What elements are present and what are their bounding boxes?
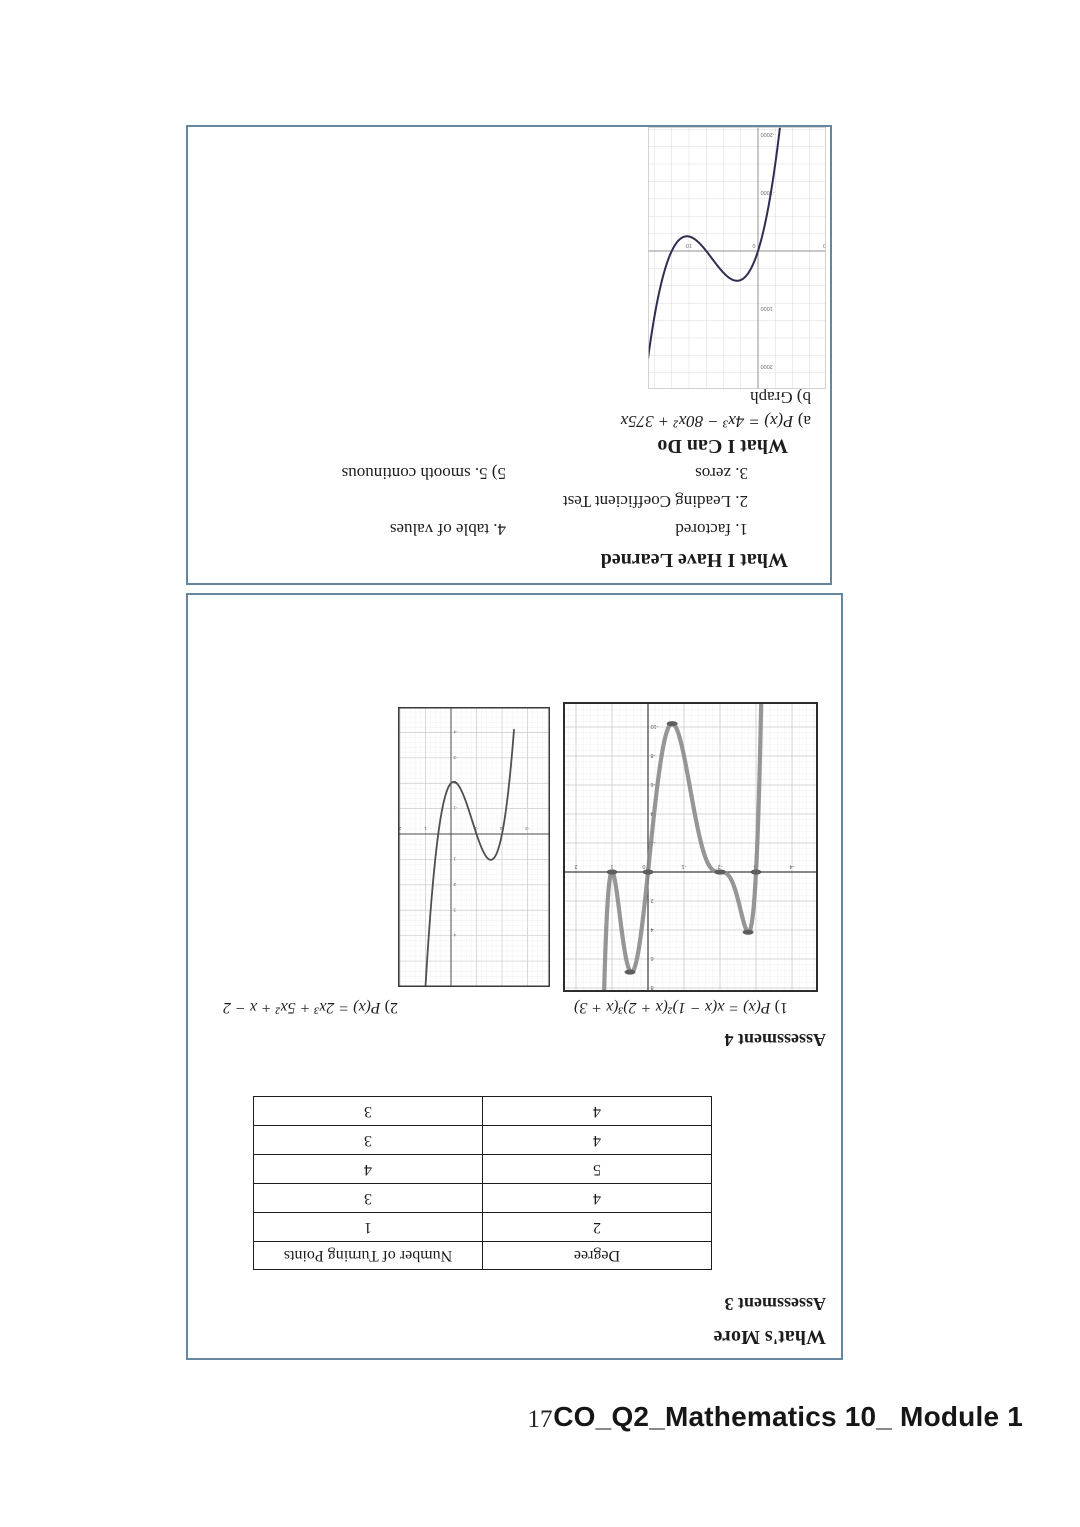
cell-degree: 4 (482, 1183, 712, 1213)
cell-degree: 5 (482, 1154, 712, 1184)
cell-turning: 3 (253, 1096, 483, 1126)
caption-equation-2: 2) P(x) = 2x³ + 5x² + x − 2 (223, 998, 398, 1016)
table-row: 4 3 (253, 1096, 712, 1126)
svg-text:10: 10 (686, 242, 692, 248)
svg-text:-2: -2 (718, 863, 723, 869)
caption-equation-1: 1) P(x) = x(x − 1)²(x + 2)³(x + 3) (574, 998, 788, 1016)
cell-degree: 4 (482, 1125, 712, 1155)
svg-text:-4: -4 (453, 728, 458, 734)
svg-text:2: 2 (453, 881, 456, 887)
svg-text:1000: 1000 (761, 305, 773, 311)
table-header-turning-points: Number of Turning Points (253, 1241, 483, 1270)
cell-degree: 4 (482, 1096, 712, 1126)
svg-text:1: 1 (453, 855, 456, 861)
learned-item-2: 2. Leading Coefficient Test (562, 492, 748, 511)
svg-text:-6: -6 (651, 781, 656, 787)
line-b-prefix: b) (796, 388, 811, 407)
svg-text:-3: -3 (453, 754, 458, 760)
table-row: 2 1 (253, 1212, 712, 1242)
cell-turning: 1 (253, 1212, 483, 1242)
caption-1-number: 1) (774, 999, 788, 1016)
caption-2-number: 2) (384, 999, 398, 1016)
assessment-4-heading: Assessment 4 (724, 1030, 827, 1050)
table-header-degree: Degree (482, 1241, 712, 1270)
turning-points-table: Degree Number of Turning Points 2 1 4 3 … (253, 1096, 712, 1270)
svg-text:2: 2 (574, 863, 577, 869)
svg-text:-1: -1 (474, 825, 479, 831)
svg-text:-3: -3 (525, 825, 530, 831)
svg-text:-8: -8 (651, 752, 656, 758)
learned-item-4: 4. table of values (389, 520, 506, 539)
svg-text:2: 2 (651, 897, 654, 903)
learned-item-5: 5) 5. smooth continuous (341, 464, 506, 483)
learned-item-3: 3. zeros (695, 464, 748, 483)
svg-text:0: 0 (642, 863, 645, 869)
whats-more-heading: What's More (713, 1326, 826, 1348)
graph-cubic-large: -10 0 10 2000 1000 -1000 -2000 (648, 127, 826, 389)
caption-1-math: P(x) = x(x − 1)²(x + 2)³(x + 3) (573, 999, 771, 1016)
can-do-heading: What I Can Do (657, 435, 788, 457)
can-do-line-a: a) P(x) = 4x³ − 80x² + 375x (621, 411, 811, 431)
line-a-math: P(x) = 4x³ − 80x² + 375x (620, 412, 794, 431)
rotated-scan-region: What's More Assessment 3 Degree Number o… (186, 125, 843, 1360)
cell-turning: 3 (253, 1125, 483, 1155)
svg-text:-10: -10 (823, 242, 826, 248)
can-do-line-b: b) Graph (750, 387, 811, 407)
svg-text:4: 4 (651, 926, 654, 932)
svg-text:6: 6 (651, 955, 654, 961)
line-a-prefix: a) (797, 412, 811, 431)
learned-heading: What I Have Learned (600, 549, 788, 571)
svg-text:1: 1 (610, 863, 613, 869)
svg-text:-1: -1 (682, 863, 687, 869)
svg-text:8: 8 (651, 984, 654, 990)
table-row: 5 4 (253, 1154, 712, 1184)
whats-more-box: What's More Assessment 3 Degree Number o… (186, 593, 843, 1360)
svg-text:-2: -2 (500, 825, 505, 831)
line-b-label: Graph (750, 388, 793, 407)
module-footer-label: CO_Q2_Mathematics 10_ Module 1 (553, 1401, 1023, 1432)
page-number: 17 (527, 1406, 553, 1433)
table-header-row: Degree Number of Turning Points (253, 1241, 712, 1270)
svg-text:2: 2 (398, 825, 401, 831)
caption-2-math: P(x) = 2x³ + 5x² + x − 2 (223, 999, 381, 1016)
assessment-3-heading: Assessment 3 (724, 1294, 827, 1314)
svg-text:3: 3 (453, 906, 456, 912)
svg-text:-1: -1 (453, 805, 458, 811)
table-row: 4 3 (253, 1183, 712, 1213)
svg-text:-4: -4 (790, 863, 795, 869)
learned-item-1: 1. factored (675, 520, 748, 539)
svg-text:-2000: -2000 (761, 131, 775, 137)
learned-box: What I Have Learned 1. factored 4. table… (186, 125, 832, 585)
cell-degree: 2 (482, 1212, 712, 1242)
cell-turning: 4 (253, 1154, 483, 1184)
svg-text:4: 4 (453, 932, 456, 938)
table-row: 4 3 (253, 1125, 712, 1155)
svg-text:1: 1 (424, 825, 427, 831)
svg-text:-10: -10 (651, 723, 659, 729)
svg-text:2000: 2000 (761, 363, 773, 369)
cell-turning: 3 (253, 1183, 483, 1213)
svg-text:0: 0 (752, 242, 755, 248)
svg-text:-1000: -1000 (761, 189, 775, 195)
